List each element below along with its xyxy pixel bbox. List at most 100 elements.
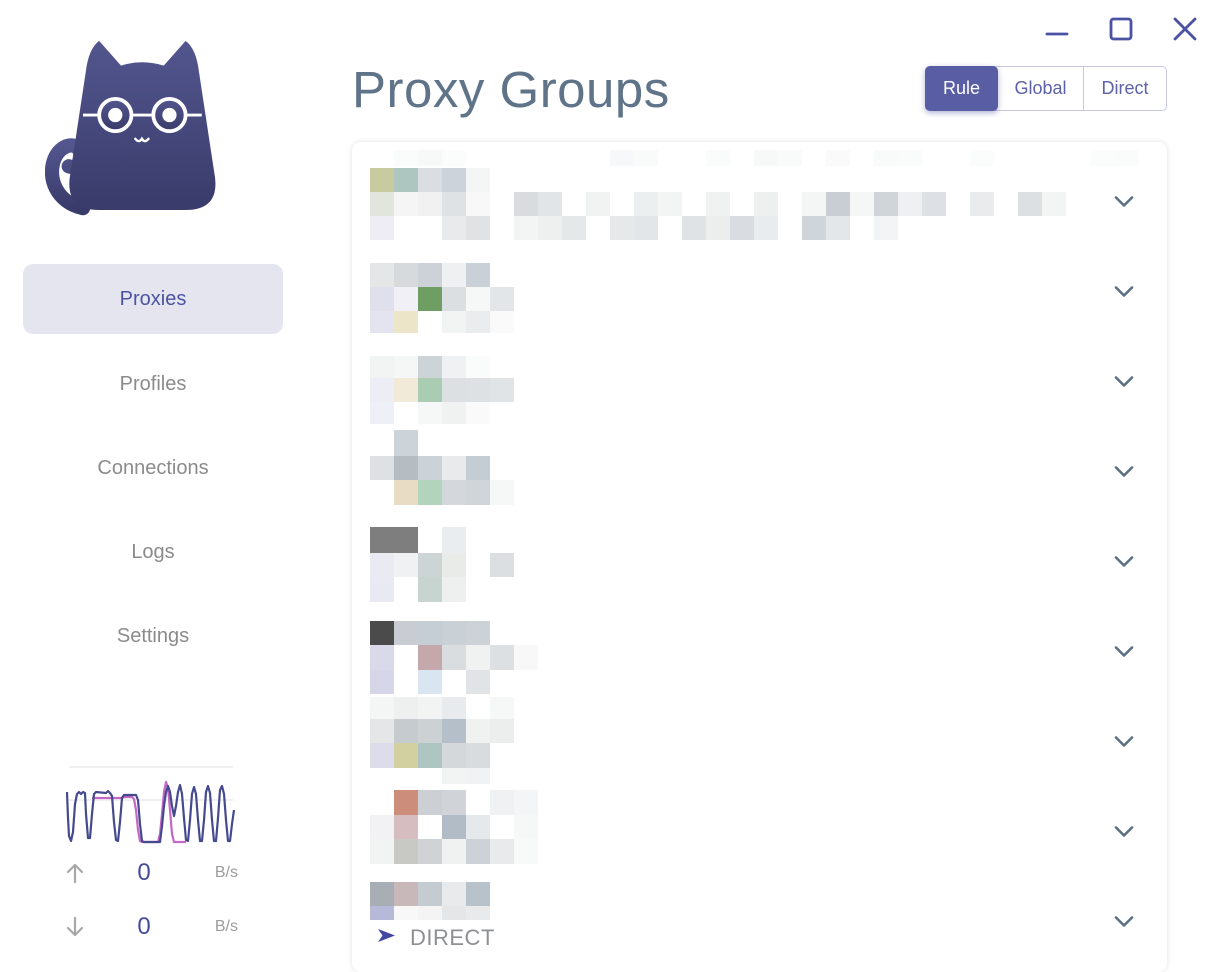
blurred-text-block [394, 790, 418, 815]
window-controls [1042, 14, 1200, 44]
blurred-text-block [922, 192, 946, 216]
mode-button-direct[interactable]: Direct [1083, 67, 1166, 110]
blurred-text-block [466, 743, 490, 768]
blurred-text-block [1018, 192, 1042, 216]
blurred-text-block [418, 150, 442, 166]
blurred-text-block [394, 743, 418, 768]
blurred-text-block [418, 553, 442, 577]
blurred-text-block [418, 645, 442, 670]
blurred-text-block [610, 216, 634, 240]
blurred-text-block [466, 882, 490, 906]
blurred-text-block [562, 216, 586, 240]
blurred-text-block [466, 287, 490, 311]
blurred-text-block [442, 527, 466, 553]
blurred-text-block [370, 456, 394, 480]
close-icon[interactable] [1170, 14, 1200, 44]
sidebar: Proxies Profiles Connections Logs Settin… [0, 0, 305, 956]
chevron-down-icon[interactable] [1114, 375, 1134, 387]
blurred-text-block [418, 670, 442, 694]
blurred-text-block [370, 815, 394, 839]
blurred-text-block [370, 356, 394, 378]
blurred-text-block [370, 670, 394, 694]
blurred-text-block [514, 645, 538, 670]
blurred-text-block [466, 168, 490, 192]
proxy-group-row[interactable] [352, 506, 1167, 596]
down-arrow-icon [64, 915, 90, 939]
download-speed-row: 0 B/s [64, 913, 238, 940]
blurred-text-block [754, 192, 778, 216]
chevron-down-icon[interactable] [1114, 195, 1134, 207]
minimize-icon[interactable] [1042, 14, 1072, 44]
blurred-text-block [394, 311, 418, 333]
blurred-text-block [442, 621, 466, 645]
blurred-text-block [394, 882, 418, 906]
blurred-text-block [418, 480, 442, 505]
blurred-text-block [898, 150, 922, 166]
blurred-text-block [442, 882, 466, 906]
blurred-text-block [442, 216, 466, 240]
blurred-text-block [1114, 150, 1138, 166]
maximize-icon[interactable] [1106, 14, 1136, 44]
blurred-text-block [370, 645, 394, 670]
sidebar-item-profiles[interactable]: Profiles [119, 373, 187, 395]
blurred-text-block [418, 719, 442, 743]
blurred-text-block [682, 216, 706, 240]
blurred-text-block [466, 192, 490, 216]
blurred-text-block [466, 768, 490, 784]
blurred-text-block [490, 378, 514, 402]
blurred-text-block [826, 216, 850, 240]
blurred-text-block [370, 402, 394, 424]
blurred-text-block [370, 906, 394, 920]
chevron-down-icon[interactable] [1114, 555, 1134, 567]
upload-speed-value: 0 [137, 859, 151, 886]
blurred-text-block [466, 356, 490, 378]
blurred-text-block [418, 192, 442, 216]
upload-speed-unit: B/s [214, 864, 238, 881]
blurred-text-block [442, 577, 466, 602]
chevron-down-icon[interactable] [1114, 915, 1134, 927]
blurred-text-block [418, 882, 442, 906]
blurred-text-block [394, 621, 418, 645]
blurred-text-block [850, 192, 874, 216]
blurred-text-block [1042, 192, 1066, 216]
blurred-text-block [394, 168, 418, 192]
chevron-down-icon[interactable] [1114, 825, 1134, 837]
blurred-text-block [730, 216, 754, 240]
mode-button-rule[interactable]: Rule [925, 66, 998, 111]
blurred-text-block [394, 263, 418, 287]
current-proxy-arrow-icon [376, 927, 396, 949]
blurred-text-block [610, 150, 634, 166]
upload-speed-row: 0 B/s [64, 859, 238, 886]
blurred-text-block [394, 697, 418, 719]
blurred-text-block [370, 553, 394, 577]
chevron-down-icon[interactable] [1114, 285, 1134, 297]
blurred-text-block [418, 697, 442, 719]
selected-proxy-row[interactable]: DIRECT [376, 925, 495, 951]
blurred-text-block [466, 906, 490, 920]
proxy-groups-card: DIRECT [352, 142, 1167, 972]
blurred-text-block [490, 645, 514, 670]
blurred-text-block [370, 527, 394, 553]
chevron-down-icon[interactable] [1114, 645, 1134, 657]
chevron-down-icon[interactable] [1114, 735, 1134, 747]
blurred-text-block [442, 263, 466, 287]
blurred-text-block [442, 287, 466, 311]
blurred-text-block [658, 192, 682, 216]
blurred-text-block [586, 192, 610, 216]
blurred-text-block [706, 216, 730, 240]
blurred-text-block [370, 168, 394, 192]
blurred-text-block [370, 621, 394, 645]
download-speed-unit: B/s [214, 918, 238, 935]
mode-button-global[interactable]: Global [998, 67, 1083, 110]
sidebar-item-logs[interactable]: Logs [131, 541, 175, 563]
blurred-text-block [394, 719, 418, 743]
chevron-down-icon[interactable] [1114, 465, 1134, 477]
blurred-text-block [634, 192, 658, 216]
blurred-text-block [706, 150, 730, 166]
sidebar-item-connections[interactable]: Connections [97, 457, 209, 479]
blurred-text-block [394, 287, 418, 311]
sidebar-item-proxies[interactable]: Proxies [23, 264, 283, 334]
blurred-text-block [490, 287, 514, 311]
sidebar-item-settings[interactable]: Settings [116, 625, 190, 647]
blurred-text-block [490, 790, 514, 815]
